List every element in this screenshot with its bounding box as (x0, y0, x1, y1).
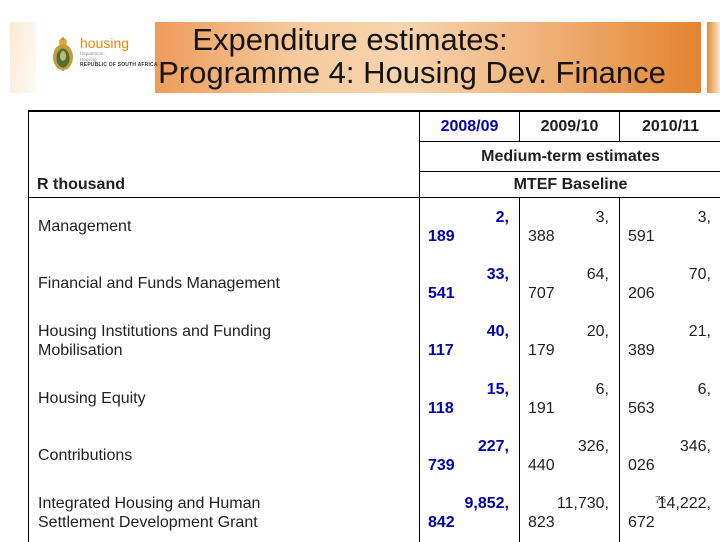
value-bottom: 440 (528, 456, 555, 474)
logo-country: REPUBLIC OF SOUTH AFRICA (80, 62, 158, 68)
slide-page-number: 75 (655, 495, 667, 506)
value-contributions-2010-11: 346, 026 (619, 427, 720, 485)
value-bottom: 389 (628, 342, 655, 360)
value-bottom: 179 (528, 342, 555, 360)
decor-strip-left (10, 22, 36, 93)
value-bottom: 707 (528, 284, 555, 302)
value-top: 11,730, (556, 495, 609, 513)
value-top: 15, (486, 380, 509, 398)
logo-text: housing Department: Housing REPUBLIC OF … (80, 35, 158, 69)
value-management-2009-10: 3, 388 (519, 198, 619, 256)
value-top: 9,852, (464, 495, 509, 513)
year-header-2010-11: 2010/11 (619, 112, 720, 142)
row-label-integrated-grant: Integrated Housing and Human Settlement … (38, 495, 261, 532)
expenditure-table: R thousand 2008/09 2009/10 2010/11 Mediu… (28, 110, 720, 542)
slide-title-line2: Programme 4: Housing Dev. Finance (158, 55, 666, 90)
value-equity-2010-11: 6, 563 (619, 369, 720, 428)
value-bottom: 739 (428, 456, 455, 474)
value-top: 6, (697, 380, 711, 398)
row-label-housing-institutions: Housing Institutions and Funding Mobilis… (38, 323, 272, 360)
value-bottom: 117 (428, 342, 454, 360)
value-grant-2008-09: 9,852, 842 (419, 484, 519, 542)
value-contributions-2008-09: 227, 739 (419, 427, 519, 485)
value-top: 3, (697, 208, 711, 226)
unit-label-cell: R thousand (29, 112, 419, 198)
year-header-2009-10: 2009/10 (519, 112, 619, 142)
value-top: 14,222, (657, 495, 711, 513)
title-band (155, 22, 701, 93)
value-bottom: 672 (628, 514, 655, 532)
slide-title-line1: Expenditure estimates: (192, 22, 508, 57)
value-grant-2010-11: 14,222, 672 (619, 484, 720, 542)
row-label-financial-funds: Financial and Funds Management (38, 275, 280, 293)
value-financial-2009-10: 64, 707 (519, 255, 619, 313)
value-equity-2008-09: 15, 118 (419, 369, 519, 428)
decor-strip-right (707, 22, 720, 93)
value-top: 326, (577, 437, 609, 455)
logo-brand: housing (80, 35, 130, 51)
value-institutions-2008-09: 40, 117 (419, 312, 519, 370)
baseline-header: MTEF Baseline (419, 172, 720, 198)
value-bottom: 191 (528, 399, 555, 417)
value-financial-2008-09: 33, 541 (419, 255, 519, 313)
coat-of-arms-icon (50, 35, 76, 78)
row-label-housing-equity: Housing Equity (38, 390, 146, 408)
group-header: Medium-term estimates (419, 142, 720, 172)
value-bottom: 388 (528, 227, 555, 245)
department-logo: housing Department: Housing REPUBLIC OF … (50, 35, 158, 78)
value-grant-2009-10: 11,730, 823 (519, 484, 619, 542)
value-top: 3, (595, 208, 609, 226)
value-bottom: 591 (628, 227, 655, 245)
value-management-2008-09: 2, 189 (419, 198, 519, 256)
value-financial-2010-11: 70, 206 (619, 255, 720, 313)
value-management-2010-11: 3, 591 (619, 198, 720, 256)
value-top: 40, (486, 323, 509, 341)
value-bottom: 541 (428, 284, 455, 302)
year-header-2008-09: 2008/09 (419, 112, 519, 142)
row-label-management: Management (38, 218, 132, 236)
value-top: 20, (586, 323, 609, 341)
value-institutions-2009-10: 20, 179 (519, 312, 619, 370)
value-bottom: 842 (428, 514, 455, 532)
logo-dept-line1: Department: (80, 51, 105, 56)
value-top: 21, (688, 323, 711, 341)
value-top: 64, (586, 265, 609, 283)
value-top: 2, (495, 208, 509, 226)
value-contributions-2009-10: 326, 440 (519, 427, 619, 485)
value-bottom: 823 (528, 514, 555, 532)
value-top: 6, (595, 380, 609, 398)
value-top: 346, (679, 437, 711, 455)
value-institutions-2010-11: 21, 389 (619, 312, 720, 370)
logo-dept-line2: Housing (80, 56, 97, 62)
value-bottom: 118 (428, 399, 454, 417)
value-bottom: 189 (428, 227, 455, 245)
value-top: 70, (688, 265, 711, 283)
value-bottom: 206 (628, 284, 655, 302)
row-label-contributions: Contributions (38, 447, 133, 465)
value-bottom: 026 (628, 456, 655, 474)
value-top: 227, (477, 437, 509, 455)
value-top: 33, (486, 265, 509, 283)
value-equity-2009-10: 6, 191 (519, 369, 619, 428)
value-bottom: 563 (628, 399, 655, 417)
